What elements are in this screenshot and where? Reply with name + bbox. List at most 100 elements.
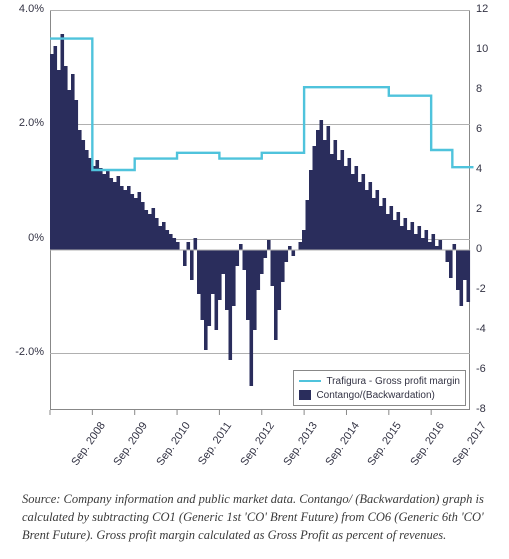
bar	[421, 238, 425, 250]
bar	[61, 34, 65, 250]
bar	[229, 250, 233, 360]
bar	[162, 222, 166, 250]
bar	[432, 234, 436, 250]
bar	[155, 218, 159, 250]
bar	[411, 222, 415, 250]
legend-entry: Contango/(Backwardation)	[299, 388, 460, 402]
bar	[194, 238, 198, 250]
bar	[281, 250, 285, 282]
bar	[393, 220, 397, 250]
bar	[467, 250, 471, 302]
bar	[92, 166, 96, 250]
bar	[446, 250, 450, 262]
bar	[78, 130, 82, 250]
bar	[141, 202, 145, 250]
bar	[428, 242, 432, 250]
bar	[435, 246, 439, 250]
bar	[99, 168, 103, 250]
bar	[222, 250, 226, 274]
bar	[372, 198, 376, 250]
bar	[190, 250, 194, 280]
chart-figure: Source: Company information and public m…	[0, 0, 509, 559]
bar	[407, 230, 411, 250]
bar	[148, 214, 152, 250]
bar	[369, 182, 373, 250]
bar	[348, 158, 352, 250]
bar	[292, 250, 296, 256]
bar	[71, 74, 75, 250]
bar	[285, 250, 289, 262]
bar	[425, 230, 429, 250]
bar	[250, 250, 254, 386]
bar	[376, 190, 380, 250]
bar	[316, 130, 320, 250]
bar	[264, 250, 268, 258]
bar	[334, 140, 338, 250]
bar	[166, 230, 170, 250]
chart-svg	[0, 0, 509, 559]
bar	[173, 238, 177, 250]
bar	[134, 198, 138, 250]
bar	[362, 174, 366, 250]
bar	[358, 182, 362, 250]
bar	[246, 250, 250, 320]
bar	[414, 234, 418, 250]
bar	[313, 146, 317, 250]
bar	[278, 250, 282, 310]
bar	[110, 178, 114, 250]
bar	[309, 170, 313, 250]
bar	[344, 166, 348, 250]
bar	[243, 250, 247, 270]
bar	[267, 240, 271, 250]
bar	[85, 150, 89, 250]
bar	[306, 200, 310, 250]
bar	[183, 250, 187, 266]
bar	[201, 250, 205, 320]
bar	[260, 250, 264, 274]
bar	[75, 100, 79, 250]
bar	[50, 54, 54, 250]
bar	[127, 186, 131, 250]
bar	[386, 214, 390, 250]
bar	[68, 90, 72, 250]
bar	[274, 250, 278, 340]
bar	[460, 250, 464, 306]
bar	[330, 154, 334, 250]
bar	[439, 240, 443, 250]
legend-label: Trafigura - Gross profit margin	[326, 376, 460, 387]
bar	[204, 250, 208, 350]
bar	[211, 250, 215, 294]
bar	[271, 250, 275, 286]
bar	[253, 250, 257, 330]
bar	[106, 170, 110, 250]
bar	[57, 70, 61, 250]
bar	[120, 186, 124, 250]
bar	[54, 46, 58, 250]
bar	[215, 250, 219, 330]
bar	[383, 198, 387, 250]
bar	[456, 250, 460, 290]
bar	[169, 234, 173, 250]
bar	[257, 250, 261, 290]
bar	[320, 120, 324, 250]
bar	[299, 242, 303, 250]
bar	[327, 126, 331, 250]
bar	[197, 250, 201, 294]
bar	[131, 194, 135, 250]
bar	[365, 190, 369, 250]
legend-swatch-line	[299, 380, 321, 382]
bar	[96, 160, 100, 250]
bar	[64, 66, 68, 250]
bar	[400, 226, 404, 250]
bar	[232, 250, 236, 306]
bar	[236, 250, 240, 266]
bar	[218, 250, 222, 300]
legend-swatch-box	[299, 390, 311, 400]
bar	[225, 250, 229, 310]
bar	[463, 250, 467, 280]
bar	[341, 150, 345, 250]
bar	[176, 242, 180, 250]
bar	[239, 244, 243, 250]
bar	[379, 206, 383, 250]
bar	[103, 174, 107, 250]
